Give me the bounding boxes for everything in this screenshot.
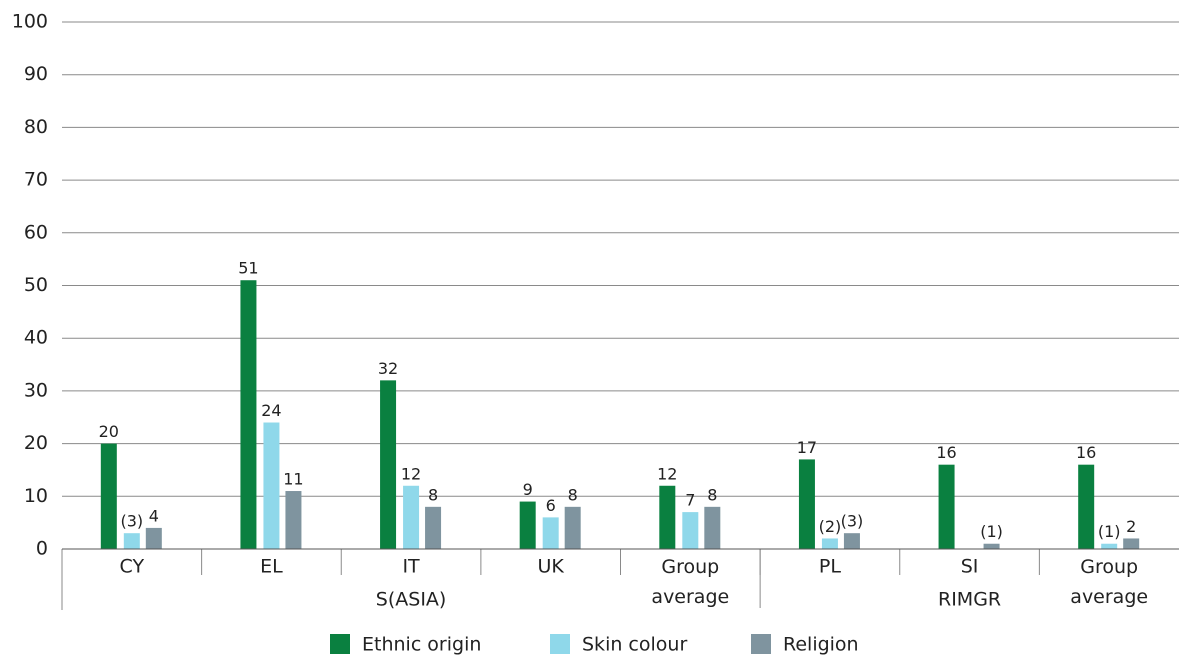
value-label: 9 [523, 480, 533, 499]
bar [938, 464, 955, 549]
bar [425, 506, 442, 549]
bar [821, 538, 838, 549]
y-tick-label: 10 [24, 485, 48, 507]
x-tick-label: EL [260, 556, 283, 578]
bar [1078, 464, 1095, 549]
y-tick-label: 50 [24, 274, 48, 296]
x-tick-label: PL [819, 556, 841, 578]
bar [403, 485, 420, 549]
x-tick-label: CY [120, 556, 145, 578]
value-label: (1) [1098, 522, 1121, 541]
bar [564, 506, 581, 549]
x-tick-label: Group average [1070, 556, 1148, 608]
group-label: RIMGR [938, 589, 1001, 611]
bar [659, 485, 676, 549]
y-tick-label: 40 [24, 327, 48, 349]
bar [798, 459, 815, 549]
value-label: (2) [819, 517, 842, 536]
value-label: (1) [980, 522, 1003, 541]
value-label: 20 [99, 422, 119, 441]
value-label: (3) [120, 512, 143, 531]
x-tick-label: Group average [651, 556, 729, 608]
value-label: 11 [283, 470, 303, 489]
bar [682, 512, 699, 549]
group-label: S(ASIA) [376, 589, 447, 611]
value-label: 32 [378, 359, 398, 378]
value-label: 7 [685, 491, 695, 510]
y-tick-label: 0 [36, 538, 48, 560]
x-tick-label: UK [538, 556, 565, 578]
bar [843, 533, 860, 549]
x-tick-label: IT [402, 556, 420, 578]
legend-label: Religion [783, 634, 859, 656]
legend-swatch [550, 634, 570, 654]
bar [240, 280, 257, 549]
bar [519, 501, 536, 549]
y-tick-label: 80 [24, 116, 48, 138]
bar [1123, 538, 1140, 549]
value-label: 8 [568, 485, 578, 504]
value-label: (3) [841, 512, 864, 531]
value-label: 17 [797, 438, 817, 457]
y-tick-label: 70 [24, 169, 48, 191]
value-label: 8 [428, 485, 438, 504]
y-tick-label: 100 [12, 11, 48, 33]
y-tick-label: 90 [24, 63, 48, 85]
bar [983, 543, 1000, 549]
bar [100, 443, 117, 549]
y-tick-label: 20 [24, 432, 48, 454]
bar [285, 491, 302, 549]
bar [123, 533, 140, 549]
value-label: 24 [261, 401, 281, 420]
legend-label: Skin colour [582, 634, 687, 656]
bar [380, 380, 397, 549]
bar [1101, 543, 1118, 549]
value-label: 12 [401, 464, 421, 483]
y-tick-label: 60 [24, 221, 48, 243]
bar [704, 506, 721, 549]
value-label: 4 [149, 506, 159, 525]
y-tick-label: 30 [24, 379, 48, 401]
bar [542, 517, 559, 549]
value-label: 12 [657, 464, 677, 483]
x-tick-label: SI [961, 556, 979, 578]
legend-label: Ethnic origin [362, 634, 481, 656]
value-label: 16 [936, 443, 956, 462]
bar [263, 422, 280, 549]
value-label: 51 [238, 259, 258, 278]
value-label: 6 [546, 496, 556, 515]
value-label: 8 [707, 485, 717, 504]
legend-swatch [751, 634, 771, 654]
value-label: 2 [1126, 517, 1136, 536]
bar [145, 527, 162, 549]
legend-swatch [330, 634, 350, 654]
value-label: 16 [1076, 443, 1096, 462]
